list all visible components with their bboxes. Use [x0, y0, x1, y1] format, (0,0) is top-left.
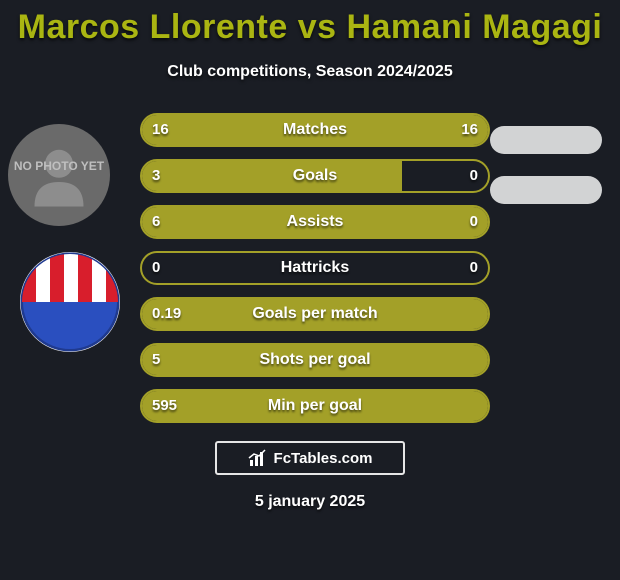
date-text: 5 january 2025 [0, 493, 620, 511]
stat-row: 595Min per goal [0, 389, 620, 423]
stat-label: Goals per match [140, 297, 490, 331]
stat-row: 5Shots per goal [0, 343, 620, 377]
stat-label: Matches [140, 113, 490, 147]
stat-row: 60Assists [0, 205, 620, 239]
stat-label: Assists [140, 205, 490, 239]
page-title: Marcos Llorente vs Hamani Magagi [0, 0, 620, 47]
stat-label: Goals [140, 159, 490, 193]
chart-icon [248, 448, 268, 468]
stat-label: Shots per goal [140, 343, 490, 377]
stat-row: 00Hattricks [0, 251, 620, 285]
brand-text: FcTables.com [274, 450, 373, 467]
stats-area: 1616Matches30Goals60Assists00Hattricks0.… [0, 113, 620, 423]
stat-label: Hattricks [140, 251, 490, 285]
stat-row: 0.19Goals per match [0, 297, 620, 331]
brand-footer[interactable]: FcTables.com [215, 441, 405, 475]
stat-label: Min per goal [140, 389, 490, 423]
subtitle: Club competitions, Season 2024/2025 [0, 63, 620, 81]
player-right-pill [490, 126, 602, 154]
player-right-pill [490, 176, 602, 204]
